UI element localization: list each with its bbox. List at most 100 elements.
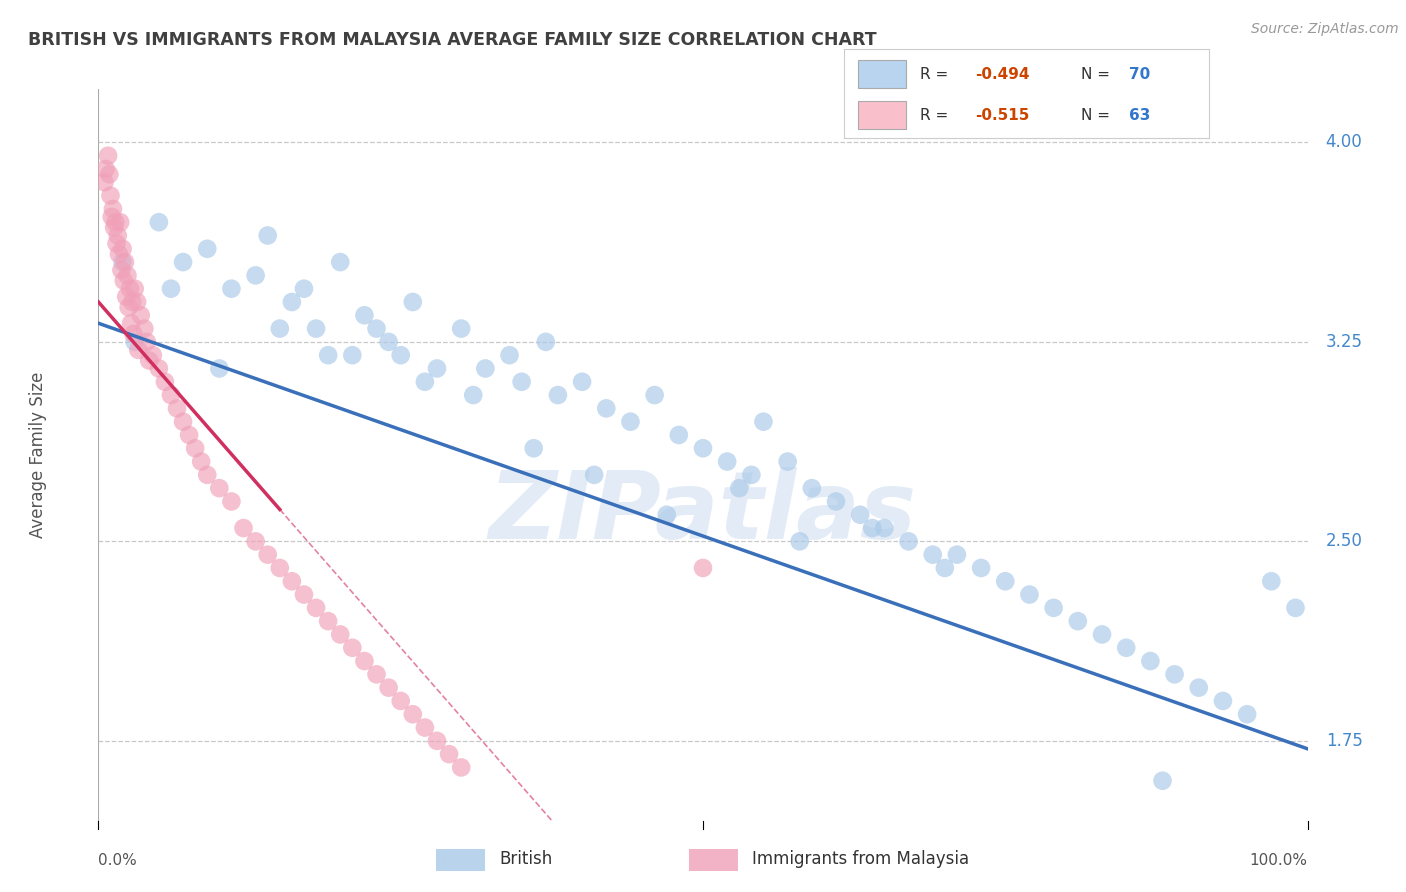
Point bbox=[450, 321, 472, 335]
Point bbox=[437, 747, 460, 761]
Point bbox=[232, 521, 254, 535]
Point bbox=[498, 348, 520, 362]
Point bbox=[245, 534, 267, 549]
Point bbox=[208, 481, 231, 495]
Point bbox=[377, 334, 399, 349]
Point bbox=[510, 375, 533, 389]
Point bbox=[195, 467, 218, 482]
Point bbox=[450, 760, 472, 774]
Point bbox=[316, 614, 339, 628]
Point bbox=[800, 481, 823, 495]
Point bbox=[179, 428, 201, 442]
Text: -0.494: -0.494 bbox=[976, 67, 1029, 81]
Point bbox=[142, 348, 165, 362]
Point bbox=[114, 255, 136, 269]
Text: British: British bbox=[499, 849, 553, 868]
Point bbox=[934, 561, 956, 575]
Point bbox=[1260, 574, 1282, 589]
Point bbox=[789, 534, 811, 549]
Text: 70: 70 bbox=[1129, 67, 1150, 81]
Point bbox=[100, 188, 122, 202]
Point bbox=[305, 600, 328, 615]
Point bbox=[366, 321, 388, 335]
Point bbox=[377, 681, 399, 695]
Point bbox=[1139, 654, 1161, 668]
Point bbox=[583, 467, 606, 482]
Point bbox=[172, 415, 194, 429]
Bar bbox=[689, 849, 738, 871]
Point bbox=[994, 574, 1017, 589]
Point bbox=[644, 388, 666, 402]
Point bbox=[389, 348, 412, 362]
Point bbox=[292, 282, 315, 296]
Point bbox=[98, 167, 121, 181]
Point bbox=[860, 521, 883, 535]
Text: R =: R = bbox=[921, 108, 953, 122]
Bar bbox=[436, 849, 485, 871]
Point bbox=[148, 361, 170, 376]
Point bbox=[1236, 707, 1258, 722]
Point bbox=[571, 375, 593, 389]
Point bbox=[897, 534, 920, 549]
Text: 50.0%: 50.0% bbox=[679, 853, 727, 868]
Point bbox=[873, 521, 896, 535]
Point bbox=[184, 442, 207, 456]
Text: Source: ZipAtlas.com: Source: ZipAtlas.com bbox=[1251, 22, 1399, 37]
Text: 0.0%: 0.0% bbox=[98, 853, 138, 868]
Point bbox=[1067, 614, 1090, 628]
Point bbox=[342, 640, 364, 655]
Point bbox=[101, 202, 124, 216]
Point bbox=[117, 268, 139, 283]
Text: 63: 63 bbox=[1129, 108, 1150, 122]
Point bbox=[1284, 600, 1306, 615]
Point bbox=[849, 508, 872, 522]
Point bbox=[256, 228, 278, 243]
Point bbox=[127, 295, 149, 310]
Point bbox=[122, 326, 145, 341]
Point bbox=[94, 161, 117, 176]
Point bbox=[316, 348, 339, 362]
Bar bbox=[858, 60, 905, 88]
Point bbox=[1212, 694, 1234, 708]
Text: 2.50: 2.50 bbox=[1326, 533, 1362, 550]
Point bbox=[124, 334, 146, 349]
Point bbox=[172, 255, 194, 269]
Text: -0.515: -0.515 bbox=[976, 108, 1029, 122]
Point bbox=[112, 274, 135, 288]
Text: Average Family Size: Average Family Size bbox=[30, 372, 46, 538]
Point bbox=[148, 215, 170, 229]
Point bbox=[921, 548, 943, 562]
Point bbox=[245, 268, 267, 283]
Point bbox=[121, 295, 143, 310]
Point bbox=[111, 242, 134, 256]
Point bbox=[166, 401, 188, 416]
Point bbox=[329, 255, 352, 269]
Point bbox=[138, 353, 160, 368]
Point bbox=[1188, 681, 1211, 695]
Point bbox=[413, 721, 436, 735]
Point bbox=[353, 654, 375, 668]
Point bbox=[426, 734, 449, 748]
Point bbox=[256, 548, 278, 562]
Point bbox=[134, 321, 156, 335]
Point bbox=[120, 316, 142, 330]
Point bbox=[655, 508, 678, 522]
Point bbox=[97, 149, 120, 163]
Point bbox=[728, 481, 751, 495]
Text: 3.25: 3.25 bbox=[1326, 333, 1362, 351]
Point bbox=[1018, 588, 1040, 602]
Point bbox=[190, 454, 212, 468]
Point bbox=[474, 361, 496, 376]
Point bbox=[523, 442, 546, 456]
Text: Immigrants from Malaysia: Immigrants from Malaysia bbox=[752, 849, 969, 868]
Point bbox=[970, 561, 993, 575]
Point bbox=[1152, 773, 1174, 788]
Point bbox=[342, 348, 364, 362]
Point bbox=[463, 388, 485, 402]
Point bbox=[103, 220, 125, 235]
Point bbox=[402, 295, 425, 310]
Point bbox=[752, 415, 775, 429]
Point bbox=[221, 282, 243, 296]
Text: N =: N = bbox=[1081, 108, 1115, 122]
Point bbox=[135, 334, 157, 349]
